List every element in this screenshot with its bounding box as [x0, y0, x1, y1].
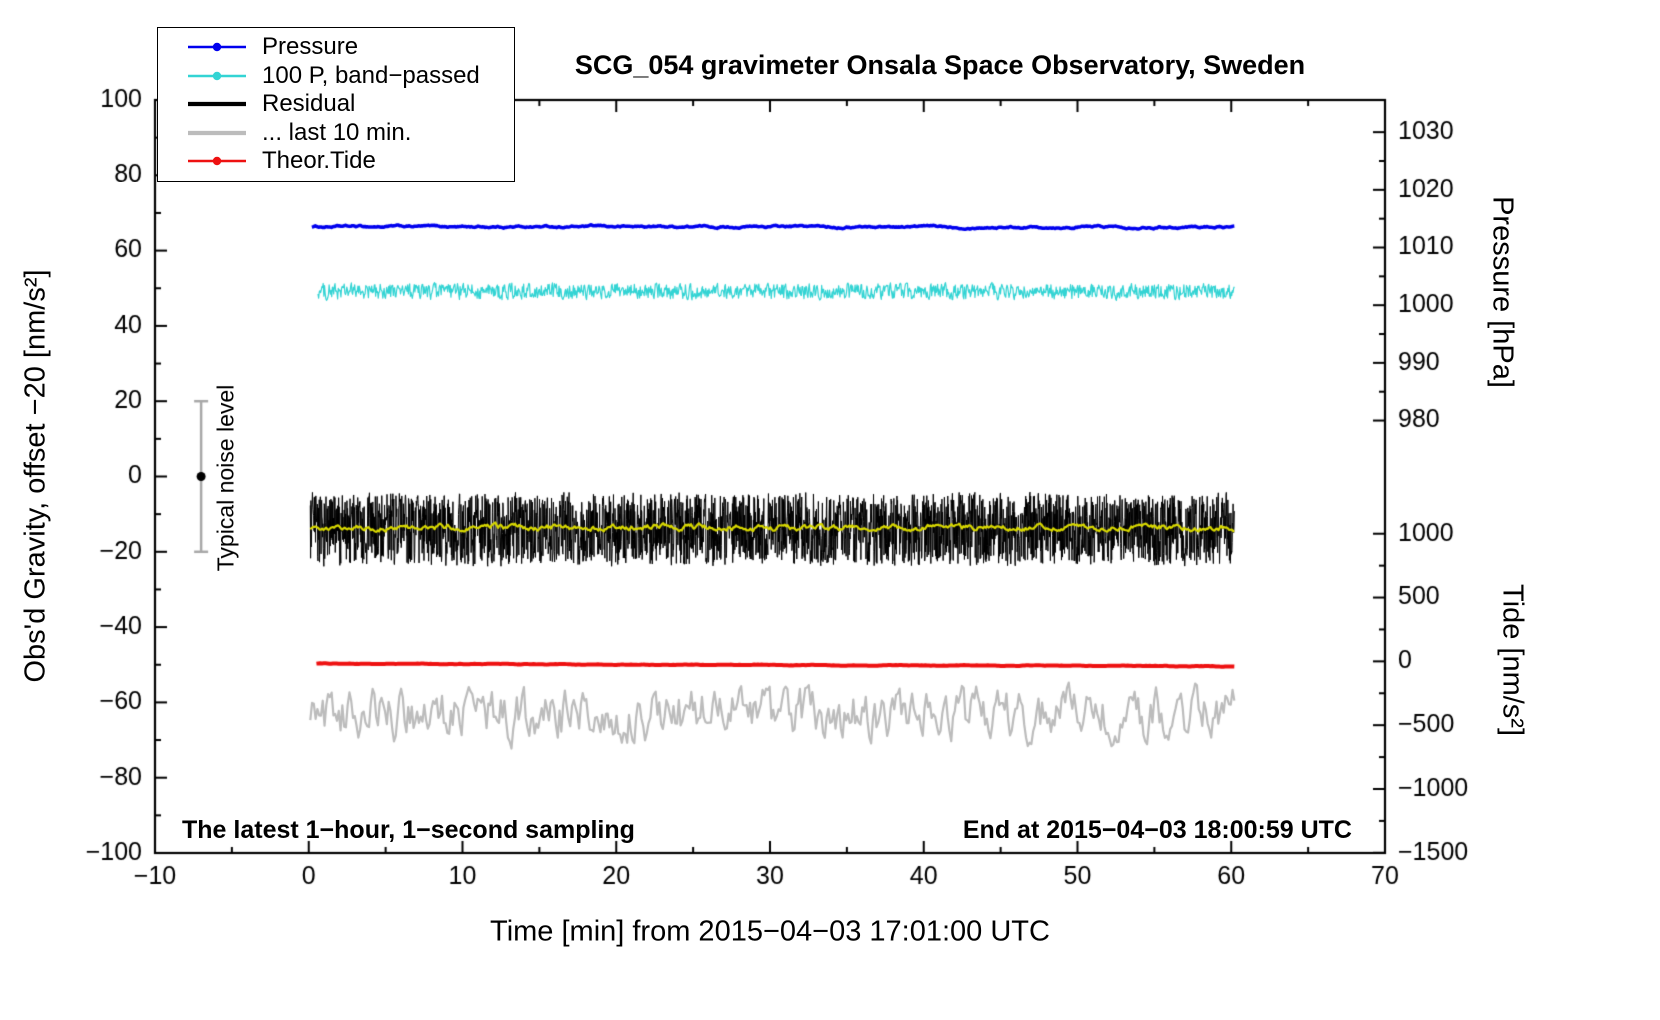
legend-item-pressure: Pressure	[158, 33, 514, 62]
typical-noise-level-label: Typical noise level	[212, 384, 239, 572]
legend-label: 100 P, band−passed	[262, 61, 480, 89]
x-axis-label: Time [min] from 2015−04−03 17:01:00 UTC	[490, 915, 1050, 948]
bandpassed-line-marker-icon	[188, 71, 246, 80]
legend-label: Theor.Tide	[262, 147, 376, 175]
legend: Pressure 100 P, band−passed Residual ...…	[157, 27, 515, 182]
legend-label: Residual	[262, 90, 356, 118]
pressure-line-marker-icon	[188, 43, 246, 52]
theortide-line-marker-icon	[188, 157, 246, 166]
legend-label: ... last 10 min.	[262, 118, 412, 146]
legend-item-bandpassed: 100 P, band−passed	[158, 62, 514, 91]
page-title: SCG_054 gravimeter Onsala Space Observat…	[574, 50, 1306, 80]
y-axis-left-label: Obs'd Gravity, offset −20 [nm/s²]	[19, 269, 52, 683]
y-axis-pressure-label: Pressure [hPa]	[1486, 196, 1519, 388]
end-time-annotation: End at 2015−04−03 18:00:59 UTC	[962, 816, 1352, 844]
legend-item-last10min: ... last 10 min.	[158, 119, 514, 148]
y-axis-tide-label: Tide [nm/s²]	[1496, 583, 1529, 737]
legend-label: Pressure	[262, 33, 359, 61]
legend-item-theortide: Theor.Tide	[158, 147, 514, 176]
sampling-annotation: The latest 1−hour, 1−second sampling	[182, 816, 635, 844]
residual-line-marker-icon	[188, 102, 246, 107]
legend-item-residual: Residual	[158, 90, 514, 119]
last10min-line-marker-icon	[188, 130, 246, 135]
